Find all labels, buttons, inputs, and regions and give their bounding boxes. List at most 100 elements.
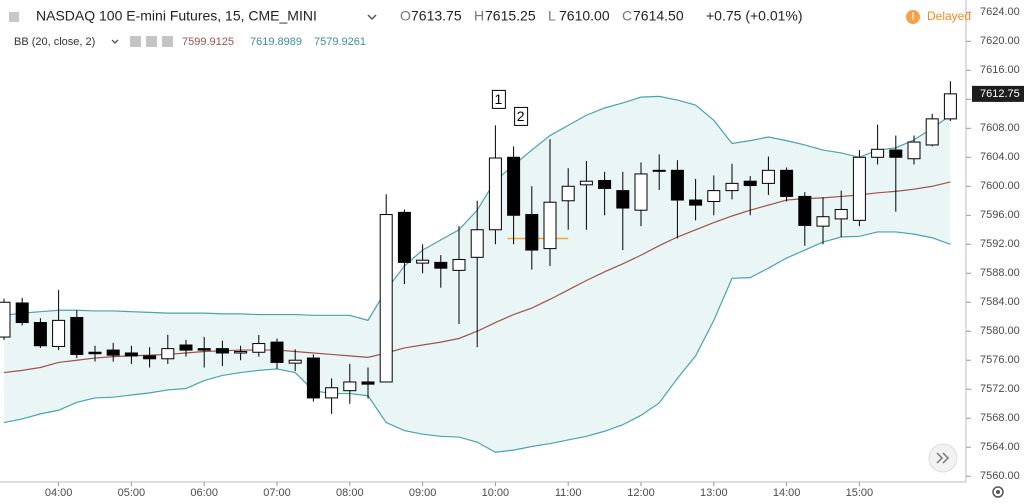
y-tick-label: 7624.00 xyxy=(980,6,1020,18)
candle-body xyxy=(197,348,211,351)
candle-body xyxy=(33,322,47,347)
indicator-remove[interactable] xyxy=(162,36,173,47)
candle-body xyxy=(871,148,885,158)
candle-body xyxy=(270,341,284,363)
candle-body xyxy=(288,359,302,364)
y-tick-label: 7588.00 xyxy=(980,267,1020,279)
candle-body xyxy=(798,195,812,226)
y-tick-label: 7604.00 xyxy=(980,151,1020,163)
candle-body xyxy=(379,214,393,383)
scroll-icon xyxy=(936,452,950,464)
candle-body xyxy=(452,258,466,271)
y-tick-label: 7608.00 xyxy=(980,122,1020,134)
indicator-value: 7579.9261 xyxy=(314,36,366,48)
candle-body xyxy=(598,179,612,189)
indicator-settings[interactable] xyxy=(146,36,157,47)
y-axis: 7560.00 7564.00 7568.00 7572.00 7576.00 7580.… xyxy=(966,6,1024,482)
candle-body xyxy=(907,141,921,160)
candle-body xyxy=(470,229,484,258)
ohlc-label: L xyxy=(548,8,556,24)
candle-body xyxy=(816,216,830,227)
lower-band xyxy=(3,231,951,453)
x-tick-label: 12:00 xyxy=(627,487,655,499)
x-tick-label: 15:00 xyxy=(846,487,874,499)
annotation-box xyxy=(514,106,529,126)
candle-body xyxy=(725,182,739,192)
candle-body xyxy=(670,169,684,201)
ohlc-label: O xyxy=(400,8,411,24)
price-change: +0.75 (+0.01%) xyxy=(706,8,803,24)
candle-body xyxy=(306,357,320,399)
ohlc-value: 7615.25 xyxy=(485,8,536,24)
candle-body xyxy=(124,352,138,357)
y-tick-label: 7568.00 xyxy=(980,412,1020,424)
x-tick-label: 04:00 xyxy=(45,487,73,499)
x-tick-label: 14:00 xyxy=(773,487,801,499)
symbol-title[interactable]: NASDAQ 100 E-mini Futures, 15, CME_MINI xyxy=(36,8,317,24)
candle-body xyxy=(325,387,339,399)
candle-body xyxy=(252,343,266,353)
y-tick-label: 7576.00 xyxy=(980,354,1020,366)
indicator-visibility[interactable] xyxy=(130,36,141,47)
ohlc-legend: O 7613.75 H 7615.25 L 7610.00 C 7614.50 xyxy=(400,8,684,24)
candle-body xyxy=(689,199,703,206)
candle-body xyxy=(179,344,193,351)
candle-body xyxy=(88,351,102,355)
delayed-icon-mark: ! xyxy=(911,12,914,23)
candle-body xyxy=(361,381,375,385)
candle-body xyxy=(889,149,903,158)
y-tick-label: 7596.00 xyxy=(980,209,1020,221)
x-tick-label: 08:00 xyxy=(336,487,364,499)
candle-body xyxy=(0,301,11,338)
x-axis: 04:00 05:00 06:00 07:00 08:00 09:00 10:00 11:00… xyxy=(45,482,873,499)
x-tick-label: 13:00 xyxy=(700,487,728,499)
y-tick-label: 7592.00 xyxy=(980,238,1020,250)
candle-body xyxy=(834,208,848,220)
indicator-dropdown[interactable] xyxy=(111,39,119,44)
candle-body xyxy=(416,259,430,264)
candle-body xyxy=(525,214,539,251)
candle-body xyxy=(634,173,648,211)
candle-body xyxy=(343,381,357,392)
candle-body xyxy=(143,355,157,360)
annotation-label: 1 xyxy=(495,91,503,107)
candle-body xyxy=(434,261,448,269)
indicator-name[interactable]: BB (20, close, 2) xyxy=(14,36,95,48)
candle-body xyxy=(579,180,593,186)
ohlc-value: 7610.00 xyxy=(559,8,610,24)
x-tick-label: 07:00 xyxy=(263,487,291,499)
x-tick-label: 11:00 xyxy=(555,487,582,499)
indicator-value: 7619.8989 xyxy=(250,36,302,48)
y-tick-label: 7620.00 xyxy=(980,35,1020,47)
symbol-icon[interactable] xyxy=(9,12,19,22)
y-tick-label: 7572.00 xyxy=(980,383,1020,395)
candle-body xyxy=(161,348,175,360)
candle-body xyxy=(616,190,630,209)
indicator-value: 7599.9125 xyxy=(182,36,234,48)
x-tick-label: 06:00 xyxy=(190,487,218,499)
y-tick-label: 7560.00 xyxy=(980,470,1020,482)
candle-body xyxy=(70,316,84,355)
candle-body xyxy=(215,348,229,354)
candle-body xyxy=(743,180,757,187)
annotation-label: 2 xyxy=(517,108,525,124)
ohlc-label: H xyxy=(474,8,484,24)
candle-body xyxy=(561,185,575,202)
y-tick-label: 7564.00 xyxy=(980,441,1020,453)
y-tick-label: 7584.00 xyxy=(980,296,1020,308)
dropdown-icon[interactable] xyxy=(367,14,377,21)
annotation-box xyxy=(491,89,506,109)
candle-body xyxy=(943,93,957,120)
candle-body xyxy=(925,118,939,146)
x-tick-label: 10:00 xyxy=(482,487,510,499)
candle-body xyxy=(761,169,775,184)
y-tick-label: 7580.00 xyxy=(980,325,1020,337)
candle-body xyxy=(507,156,521,216)
candle-body xyxy=(652,169,666,172)
candle-body xyxy=(707,190,721,202)
settings-button[interactable] xyxy=(992,486,1004,498)
y-tick-label: 7616.00 xyxy=(980,64,1020,76)
candle-body xyxy=(397,211,411,263)
candle-body xyxy=(488,157,502,231)
